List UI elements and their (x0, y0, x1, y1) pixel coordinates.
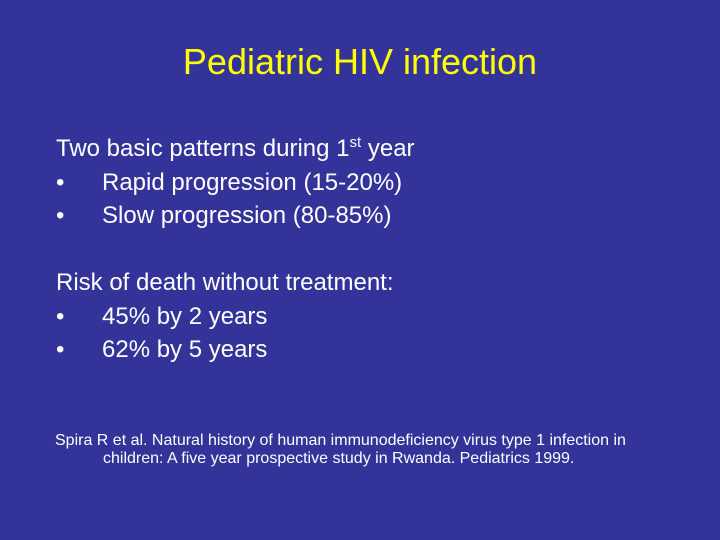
risk-section: Risk of death without treatment: • 45% b… (56, 266, 394, 367)
slide-title: Pediatric HIV infection (182, 41, 538, 82)
citation: Spira R et al. Natural history of human … (55, 432, 705, 468)
bullet-glyph: • (56, 168, 65, 196)
citation-line-1: Spira R et al. Natural history of human … (55, 432, 626, 449)
bullet-text: 45% by 2 years (102, 302, 268, 330)
bullet-item: • 62% by 5 years (56, 333, 394, 367)
bullet-glyph: • (56, 302, 65, 330)
risk-heading: Risk of death without treatment: (56, 269, 394, 296)
bullet-text: Slow progression (80-85%) (102, 202, 392, 229)
bullet-item: • Slow progression (80-85%) (56, 199, 415, 233)
bullet-item: • 45% by 2 years (56, 300, 394, 334)
patterns-heading-suffix: year (361, 135, 415, 162)
bullet-glyph: • (56, 336, 65, 363)
citation-line-2: children: A five year prospective study … (103, 450, 575, 467)
patterns-section: Two basic patterns during 1st year • Rap… (56, 132, 415, 233)
patterns-heading: Two basic patterns during 1st year (56, 132, 415, 166)
patterns-heading-prefix: Two basic patterns during 1 (56, 135, 350, 162)
bullet-text: Rapid progression (15-20%) (102, 168, 403, 196)
bullet-text: 62% by 5 years (102, 336, 268, 363)
bullet-glyph: • (56, 202, 65, 229)
patterns-heading-superscript: st (349, 134, 362, 151)
bullet-item: • Rapid progression (15-20%) (56, 166, 415, 200)
